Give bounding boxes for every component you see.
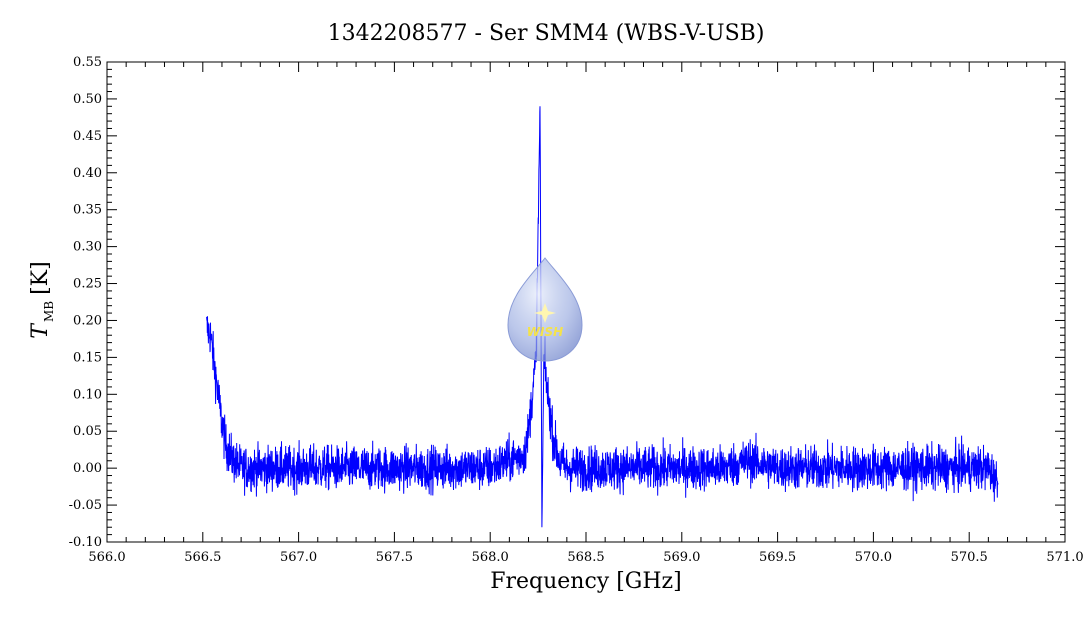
plot-area: 566.0 566.5 567.0 567.5 568.0 568.5 569.0 569.5… — [69, 55, 1084, 565]
y-tick-label: 0.20 — [73, 313, 102, 328]
x-axis-ticks: 566.0 566.5 567.0 567.5 568.0 568.5 569.0 569.5… — [88, 62, 1084, 565]
chart-title: 1342208577 - Ser SMM4 (WBS-V-USB) — [328, 21, 765, 46]
y-tick-label: 0.45 — [73, 129, 102, 144]
wish-logo: WISH — [507, 257, 583, 362]
y-tick-label: 0.05 — [73, 424, 102, 439]
y-axis-label-unit: [K] — [28, 261, 53, 295]
wish-logo-text: WISH — [527, 325, 563, 339]
y-axis-label-subscript: MB — [42, 301, 56, 322]
x-tick-label: 570.5 — [951, 550, 988, 565]
svg-text:TMB[K]: TMB [K] — [28, 261, 56, 338]
x-axis-label: Frequency [GHz] — [490, 569, 682, 594]
y-tick-label: 0.40 — [73, 166, 102, 181]
x-tick-label: 566.5 — [184, 550, 221, 565]
x-tick-label: 569.5 — [759, 550, 796, 565]
y-tick-label: -0.10 — [69, 535, 102, 550]
x-tick-label: 568.0 — [472, 550, 509, 565]
y-tick-label: 0.50 — [73, 92, 102, 107]
y-tick-label: 0.35 — [73, 203, 102, 218]
x-tick-label: 571.0 — [1046, 550, 1083, 565]
y-tick-label: 0.25 — [73, 277, 102, 292]
x-tick-label: 569.0 — [663, 550, 700, 565]
y-tick-label: 0.55 — [73, 55, 102, 70]
y-tick-label: 0.00 — [73, 461, 102, 476]
y-tick-label: -0.05 — [69, 498, 102, 513]
y-axis-label-symbol: T — [28, 322, 53, 339]
x-tick-label: 570.0 — [855, 550, 892, 565]
y-tick-label: 0.15 — [73, 350, 102, 365]
star-icon — [534, 303, 556, 323]
x-tick-label: 568.5 — [567, 550, 604, 565]
y-tick-label: 0.30 — [73, 240, 102, 255]
x-tick-label: 567.5 — [376, 550, 413, 565]
spectrum-line — [206, 106, 999, 528]
x-tick-label: 566.0 — [88, 550, 125, 565]
y-axis-label: TMB [K] — [28, 261, 56, 338]
y-tick-label: 0.10 — [73, 387, 102, 402]
x-tick-label: 567.0 — [280, 550, 317, 565]
y-axis-ticks: -0.10 -0.05 0.00 0.05 0.10 0.15 0.20 0.25 0.30 0.… — [69, 55, 1065, 550]
